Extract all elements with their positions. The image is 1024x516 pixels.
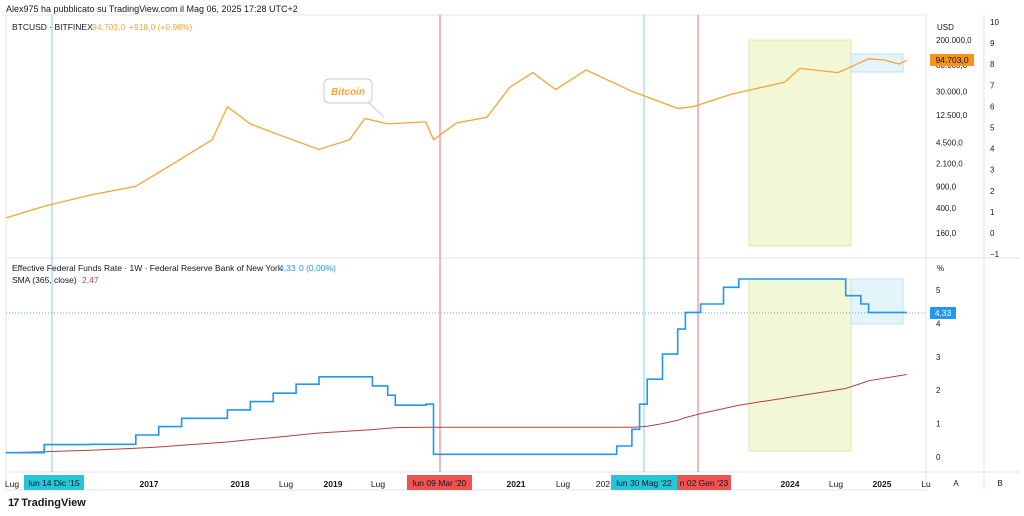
time-axis-markers: lun 14 Dic '15 lun 09 Mar '20 lun 30 Mag '… [24,475,731,490]
sma-last-value: 2,47 [82,275,99,285]
left-axis-tick: 9 [990,39,995,48]
time-marker-label: lun 14 Dic '15 [28,478,80,488]
rate-axis-tick: 0 [936,453,941,462]
price-axis-tick: 160,0 [936,229,957,238]
price-axis-tick: 12.500,0 [936,111,968,120]
time-axis-label: Lug [556,479,570,489]
time-marker: lun 14 Dic '15 [24,475,84,490]
left-axis-tick: 10 [990,18,999,27]
auto-scale-label: A [953,479,959,488]
left-axis-tick: −1 [990,250,1000,259]
currency-label: USD [937,23,954,32]
time-axis-label: 2021 [507,479,526,489]
left-axis-tick: 3 [990,166,995,175]
fed-title[interactable]: Effective Federal Funds Rate · 1W · Fede… [12,263,283,273]
price-axis-tick: 200.000,0 [936,36,972,45]
panel-frames [5,14,1020,491]
time-axis-label: Lug [5,479,19,489]
fed-change: 0 (0,00%) [299,263,336,273]
rate-axis-tick: 4 [936,319,941,328]
time-marker-bg [677,475,731,490]
left-axis-tick: 6 [990,102,995,111]
time-marker-bg [24,475,84,490]
time-marker-label: lun 09 Mar '20 [413,478,467,488]
btc-price-line [5,58,907,219]
btc-symbol-label[interactable]: BTCUSD · BITFINEX [12,22,93,32]
time-marker-label: lun 30 Mag '22 [616,478,672,488]
time-marker: lun 30 Mag '22 [611,475,677,490]
bottom-axis-ticks: 5 4 3 2 1 0 [936,286,941,462]
time-marker-bg [407,475,472,490]
tradingview-mark-icon: 17 [8,497,19,509]
right-axis-ticks: 200.000,080.000,030.000,012.500,04.500,0… [936,36,972,238]
time-axis-label: 2024 [781,479,800,489]
left-axis-tick: 5 [990,124,995,133]
fed-rate-badge: 4,33 [930,307,956,319]
time-axis-label: Lug [279,479,293,489]
price-axis-tick: 900,0 [936,182,957,191]
time-axis-labels: Lug 2017 2018 Lug 2019 Lug 2021 Lug 202 Lug 2024 Lu… [5,479,931,489]
btc-price-badge-text: 94.703,0 [935,55,968,65]
time-axis-label: Lu [921,479,931,489]
fed-rate-badge-text: 4,33 [935,308,952,318]
settings-button-b[interactable]: B [997,479,1002,488]
left-axis-tick: 8 [990,60,995,69]
bitcoin-callout[interactable]: Bitcoin [323,78,385,118]
time-marker: lun 09 Mar '20 [407,475,472,490]
rate-axis-tick: 2 [936,386,941,395]
settings-button-b-label: B [997,479,1002,488]
time-axis-label: Lug [371,479,385,489]
tradingview-brand-text: TradingView [21,497,86,509]
btc-last-value: 94.703,0 [92,22,125,32]
tradingview-logo[interactable]: 17 TradingView [8,497,86,509]
left-axis-tick: 7 [990,81,995,90]
btc-change: +918,0 (+0,98%) [129,22,192,32]
price-axis-tick: 4.500,0 [936,139,963,148]
left-axis-tick: 0 [990,229,995,238]
time-marker: n 02 Gen '23 [677,475,731,490]
highlight-box-bottom [748,278,852,452]
price-axis-tick: 2.100,0 [936,159,963,168]
btc-price-badge: 94.703,0 [930,54,974,66]
time-axis-label: 202 [596,479,610,489]
bitcoin-callout-label: Bitcoin [331,87,365,98]
highlight-box-top [748,39,852,247]
recent-range-box-bottom [850,278,904,325]
auto-scale-button[interactable]: A [953,479,959,488]
sma-label[interactable]: SMA (365, close) [12,275,77,285]
left-axis-tick: 1 [990,208,995,217]
rate-axis-tick: 1 [936,420,941,429]
fed-last-value: 4,33 [279,263,296,273]
time-axis-label: Lug [829,479,843,489]
left-axis-tick: 2 [990,187,995,196]
time-axis-label: 2018 [231,479,250,489]
fed-funds-line [6,278,907,456]
rate-axis-tick: 5 [936,286,941,295]
price-axis-tick: 30.000,0 [936,87,968,96]
time-marker-bg [611,475,677,490]
time-marker-label: n 02 Gen '23 [680,478,729,488]
time-axis-label: 2019 [324,479,343,489]
rate-axis-tick: 3 [936,353,941,362]
time-axis-label: 2025 [873,479,892,489]
price-axis-tick: 400,0 [936,204,957,213]
recent-range-box-top [850,53,904,73]
percent-unit-label: % [937,264,944,273]
time-axis-label: 2017 [140,479,159,489]
publish-info: Alex975 ha pubblicato su TradingView.com… [6,4,298,14]
left-axis-tick: 4 [990,145,995,154]
